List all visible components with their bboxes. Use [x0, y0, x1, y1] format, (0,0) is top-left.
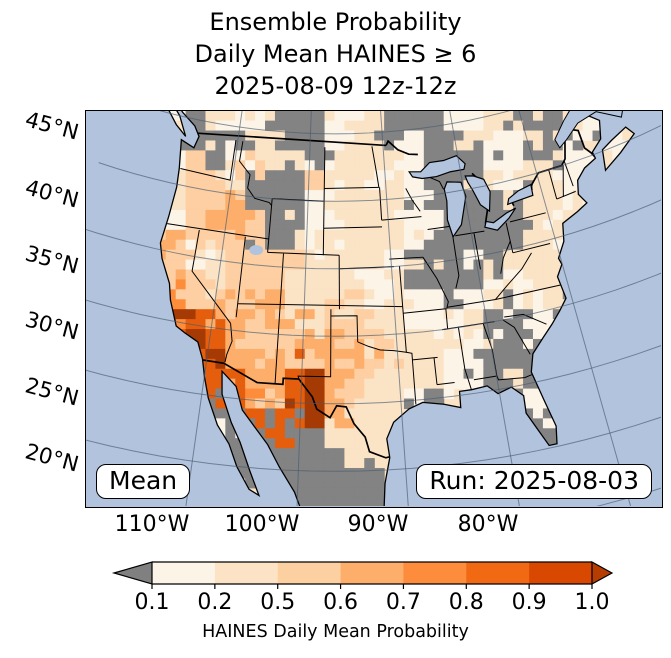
colorbar-tick-label: 0.5: [260, 590, 296, 615]
colorbar-label: HAINES Daily Mean Probability: [202, 622, 469, 642]
colorbar-tick-label: 0.8: [448, 590, 484, 615]
lat-tick-label: 25°N: [22, 373, 82, 412]
map-panel: Mean Run: 2025-08-03: [85, 110, 663, 508]
lon-tick-label: 100°W: [224, 512, 300, 537]
lon-tick-label: 80°W: [457, 512, 519, 537]
colorbar-tick-label: 0.7: [385, 590, 421, 615]
lat-tick-label: 40°N: [22, 175, 82, 214]
colorbar-tick-label: 0.2: [197, 590, 233, 615]
lat-tick-label: 30°N: [22, 307, 82, 346]
lon-tick-label: 110°W: [114, 512, 190, 537]
title-line-1: Ensemble Probability: [209, 8, 462, 36]
lat-tick-label: 35°N: [22, 241, 82, 280]
lat-tick-label: 45°N: [22, 107, 82, 146]
figure-title: Ensemble Probability Daily Mean HAINES ≥…: [0, 6, 671, 102]
title-line-2: Daily Mean HAINES ≥ 6: [194, 40, 477, 68]
run-date-annotation-box: Run: 2025-08-03: [416, 464, 652, 499]
lat-tick-label: 20°N: [22, 439, 82, 478]
colorbar-tick-label: 1.0: [574, 590, 610, 615]
colorbar-tick-label: 0.9: [511, 590, 547, 615]
conus-probability-map: [86, 111, 661, 506]
title-line-3: 2025-08-09 12z-12z: [214, 72, 457, 100]
colorbar-tick-label: 0.6: [323, 590, 359, 615]
colorbar-tick-label: 0.1: [134, 590, 170, 615]
mean-annotation-box: Mean: [96, 464, 191, 499]
lon-tick-label: 90°W: [347, 512, 409, 537]
colorbar: [111, 560, 614, 589]
